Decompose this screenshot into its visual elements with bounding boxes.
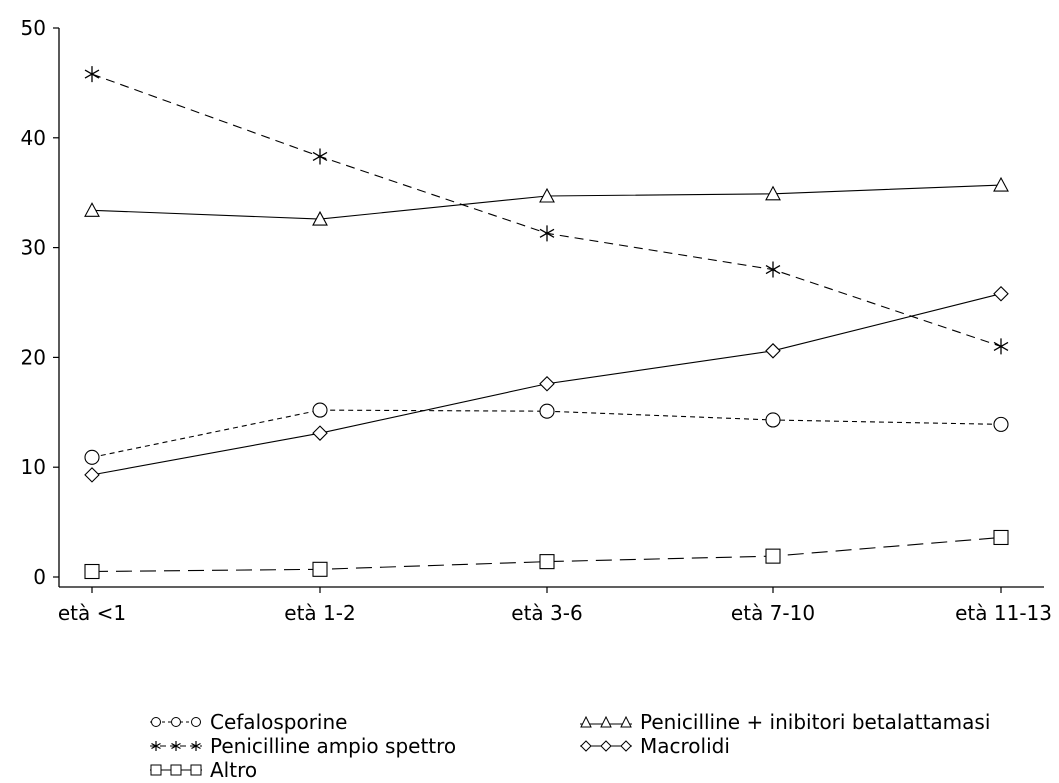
square-marker: [539, 554, 555, 570]
y-ticks: 0 10 20 30 40 50: [21, 16, 59, 589]
legend-label: Cefalosporine: [210, 710, 348, 734]
diamond-marker: [993, 285, 1009, 302]
triangle-marker: [993, 176, 1009, 192]
series-line: [91, 73, 1002, 347]
asterisk-marker: [84, 66, 100, 83]
series-triangle: [84, 176, 1009, 226]
series-layer: [84, 66, 1009, 580]
legend-label: Penicilline + inibitori betalattamasi: [640, 710, 991, 734]
x-ticks: età <1 età 1-2 età 3-6 età 7-10 età 11-13: [58, 587, 1052, 625]
y-tick-label: 30: [21, 236, 46, 260]
series-line: [91, 536, 1002, 573]
circle-marker: [765, 412, 781, 428]
square-marker: [84, 563, 100, 580]
asterisk-marker-icon: [150, 741, 202, 751]
legend-item-penicilline-ampio-spettro: Penicilline ampio spettro: [148, 733, 456, 759]
square-marker: [993, 529, 1009, 546]
square-marker: [765, 548, 781, 564]
diamond-marker: [84, 467, 100, 483]
legend-item-cefalosporine: Cefalosporine: [148, 709, 347, 735]
axes: [58, 28, 1044, 588]
y-tick-label: 50: [21, 16, 46, 40]
square-marker-icon: [150, 764, 202, 776]
asterisk-marker: [993, 338, 1009, 355]
asterisk-marker: [539, 225, 555, 242]
series-circle: [84, 402, 1009, 465]
circle-marker: [312, 402, 328, 418]
series-asterisk: [84, 66, 1009, 355]
legend-label: Penicilline ampio spettro: [210, 734, 457, 758]
x-tick-label: età 3-6: [511, 601, 582, 625]
legend-item-altro: Altro: [148, 757, 257, 783]
asterisk-marker: [765, 261, 781, 278]
x-tick-label: età 1-2: [284, 601, 355, 625]
circle-marker-icon: [150, 717, 202, 727]
diamond-marker: [765, 343, 781, 359]
triangle-marker: [765, 185, 781, 201]
legend-label: Altro: [210, 758, 258, 782]
triangle-marker: [312, 210, 328, 226]
triangle-marker-icon: [580, 715, 632, 728]
square-marker: [312, 561, 328, 577]
diamond-marker: [312, 425, 328, 441]
legend-label: Macrolidi: [640, 734, 730, 758]
x-tick-label: età <1: [58, 601, 126, 625]
circle-marker: [993, 416, 1009, 432]
series-diamond: [84, 285, 1009, 483]
y-tick-label: 40: [21, 126, 46, 150]
x-tick-label: età 7-10: [731, 601, 815, 625]
triangle-marker: [84, 202, 100, 217]
diamond-marker-icon: [580, 740, 632, 752]
y-tick-label: 10: [21, 455, 46, 479]
triangle-marker: [539, 187, 555, 203]
y-tick-label: 0: [33, 565, 46, 589]
x-tick-label: età 11-13: [955, 601, 1052, 625]
diamond-marker: [539, 375, 555, 392]
legend-item-macrolidi: Macrolidi: [578, 733, 730, 759]
legend-item-penicilline-inibitori: Penicilline + inibitori betalattamasi: [578, 709, 990, 735]
asterisk-marker: [312, 148, 328, 165]
series-square: [84, 529, 1009, 580]
y-tick-label: 20: [21, 345, 46, 369]
circle-marker: [84, 449, 100, 465]
circle-marker: [539, 403, 555, 419]
